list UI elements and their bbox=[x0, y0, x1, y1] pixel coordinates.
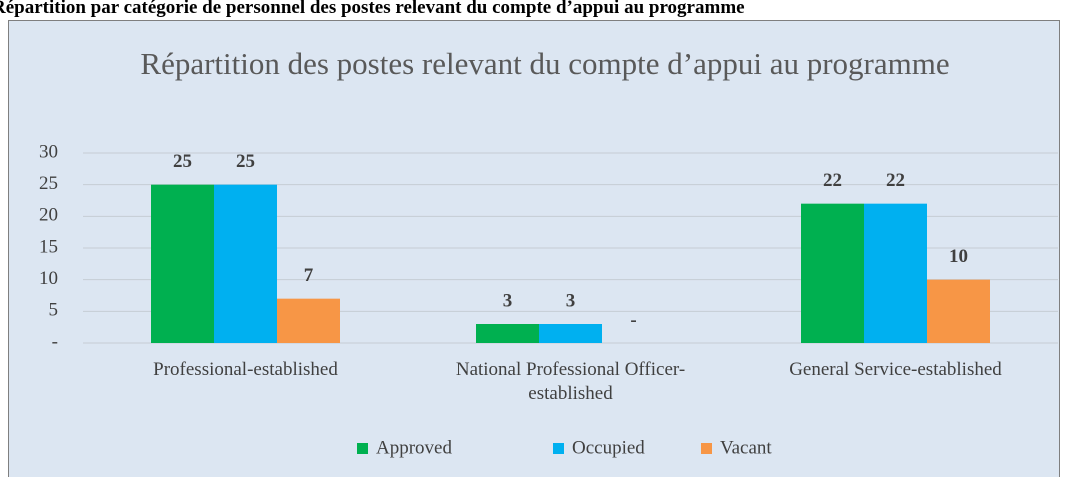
y-tick-label: - bbox=[52, 331, 58, 352]
legend-label: Occupied bbox=[572, 437, 645, 458]
legend-label: Vacant bbox=[720, 437, 772, 458]
legend-swatch bbox=[701, 443, 712, 454]
x-tick-label: Professional-established bbox=[153, 359, 338, 380]
bar bbox=[476, 324, 539, 343]
legend-swatch bbox=[553, 443, 564, 454]
data-label: 25 bbox=[173, 151, 192, 172]
data-label: 25 bbox=[236, 151, 255, 172]
bar bbox=[864, 203, 927, 343]
y-tick-label: 30 bbox=[39, 141, 58, 162]
data-label: 3 bbox=[503, 290, 513, 311]
data-label: 3 bbox=[566, 290, 576, 311]
data-label: 22 bbox=[823, 170, 842, 191]
y-tick-label: 25 bbox=[39, 173, 58, 194]
bar bbox=[277, 298, 340, 343]
bar bbox=[801, 203, 864, 343]
y-tick-label: 10 bbox=[39, 268, 58, 289]
bar bbox=[214, 184, 277, 343]
y-tick-label: 15 bbox=[39, 236, 58, 257]
y-tick-label: 20 bbox=[39, 205, 58, 226]
data-label: - bbox=[630, 309, 636, 330]
y-tick-label: 5 bbox=[49, 300, 59, 321]
data-label: 22 bbox=[886, 170, 905, 191]
header: Répartition par catégorie de personnel d… bbox=[0, 0, 745, 18]
data-label: 10 bbox=[949, 246, 968, 267]
data-label: 7 bbox=[304, 265, 314, 286]
x-tick-label: General Service-established bbox=[789, 359, 1002, 380]
chart-title: Répartition des postes relevant du compt… bbox=[140, 46, 950, 81]
legend-label: Approved bbox=[376, 437, 452, 458]
bar bbox=[151, 184, 214, 343]
bar bbox=[539, 324, 602, 343]
bar bbox=[927, 279, 990, 343]
legend-swatch bbox=[357, 443, 368, 454]
x-tick-label: National Professional Officer-establishe… bbox=[455, 359, 686, 404]
